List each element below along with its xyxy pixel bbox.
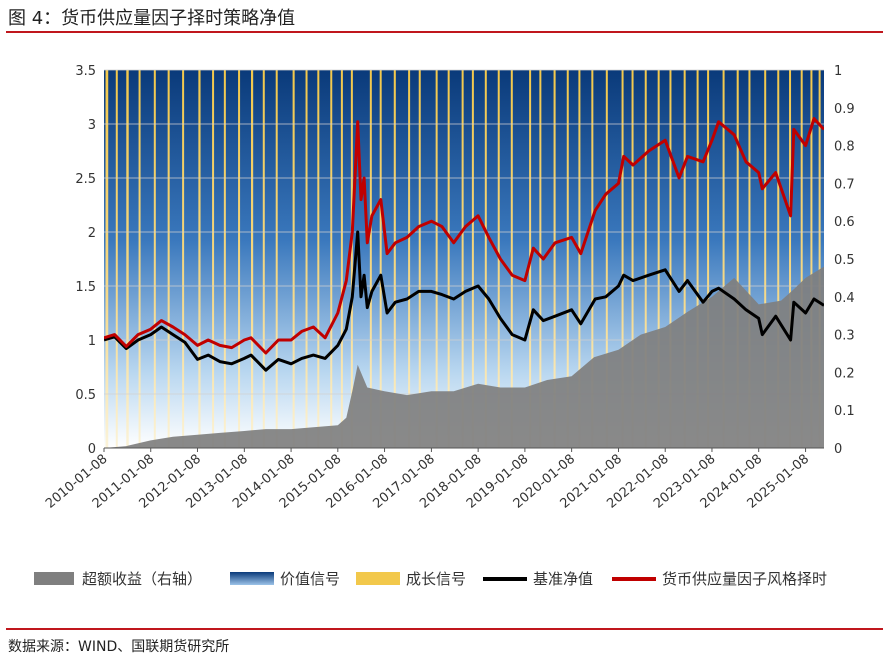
y-left-tick-label: 0 [88, 442, 96, 457]
growth-signal-band [105, 70, 109, 448]
growth-signal-band [736, 70, 739, 448]
growth-signal-band [810, 70, 813, 448]
footer-divider [6, 628, 883, 630]
growth-signal-band [138, 70, 141, 448]
growth-signal-band [800, 70, 803, 448]
growth-signal-band [657, 70, 660, 448]
growth-signal-band [447, 70, 450, 448]
y-left-tick-label: 1 [88, 334, 96, 349]
y-right-tick-label: 1 [834, 64, 842, 79]
y-right-tick-label: 0.3 [834, 329, 855, 344]
legend: 超额收益（右轴） 价值信号 成长信号 基准净值 货币供应量因子风格择时 [34, 570, 827, 588]
growth-signal-band [275, 70, 278, 448]
growth-signal-band [393, 70, 396, 448]
growth-signal-band [340, 70, 343, 448]
growth-signal-band [553, 70, 556, 448]
growth-signal-band [631, 70, 634, 448]
growth-signal-band [748, 70, 751, 448]
nav-lines-layer [104, 117, 824, 372]
y-left-tick-label: 3 [88, 118, 96, 133]
y-right-tick-label: 0 [834, 442, 842, 457]
growth-signal-band [707, 70, 710, 448]
y-right-tick-label: 0.5 [834, 253, 855, 268]
growth-signal-band [292, 70, 295, 448]
growth-signal-band [722, 70, 725, 448]
y-left-tick-label: 1.5 [75, 280, 96, 295]
y-right-tick-label: 0.8 [834, 140, 855, 155]
growth-signal-band [182, 70, 185, 448]
left-axis: 0 0.5 1 1.5 2 2.5 3 3.5 [75, 64, 96, 457]
growth-signal-band [621, 70, 624, 448]
legend-swatch-excess [34, 572, 74, 585]
growth-signal-band [683, 70, 686, 448]
y-right-tick-label: 0.4 [834, 291, 855, 306]
growth-signal-band [777, 70, 780, 448]
growth-signal-band [435, 70, 438, 448]
growth-signal-band [408, 70, 411, 448]
legend-swatch-growth [356, 572, 400, 585]
growth-signal-band [418, 70, 421, 448]
y-right-tick-label: 0.2 [834, 366, 855, 381]
growth-signal-band [669, 70, 672, 448]
growth-signal-band [818, 70, 821, 448]
growth-signal-band [115, 70, 118, 448]
growth-signal-band [471, 70, 474, 448]
growth-signal-band [605, 70, 608, 448]
legend-swatch-value [230, 572, 274, 585]
legend-label-benchmark: 基准净值 [533, 570, 593, 588]
growth-signal-band [250, 70, 254, 448]
source-note: 数据来源：WIND、国联期货研究所 [8, 639, 230, 655]
legend-label-strategy: 货币供应量因子风格择时 [662, 570, 827, 588]
growth-signal-band [484, 70, 487, 448]
y-right-tick-label: 0.1 [834, 404, 855, 419]
growth-signal-band [350, 70, 353, 448]
growth-signal-band [369, 70, 372, 448]
y-right-tick-label: 0.7 [834, 177, 855, 192]
growth-signal-band [789, 70, 792, 448]
y-left-tick-label: 2.5 [75, 172, 96, 187]
growth-signal-band [317, 70, 320, 448]
growth-signal-band [461, 70, 464, 448]
growth-signal-band [330, 70, 333, 448]
y-left-tick-label: 0.5 [75, 388, 96, 403]
x-axis: 2010-01-082011-01-082012-01-082013-01-08… [43, 448, 812, 512]
strategy-nav-chart: 00.511.522.533.5 00.10.20.30.40.50.60.70… [34, 64, 855, 588]
growth-signal-band [510, 70, 513, 448]
growth-signal-band [566, 70, 569, 448]
growth-signal-band [223, 70, 226, 448]
y-left-tick-label: 3.5 [75, 64, 96, 79]
page-title: 图 4：货币供应量因子择时策略净值 [8, 8, 296, 29]
legend-label-excess: 超额收益（右轴） [82, 570, 202, 588]
growth-signal-band [591, 70, 594, 448]
growth-signal-band [238, 70, 241, 448]
excess-return-layer [104, 266, 824, 448]
growth-signal-band [305, 70, 308, 448]
growth-signal-band [153, 70, 156, 448]
y-right-tick-label: 0.9 [834, 102, 855, 117]
benchmark-nav-line [104, 230, 824, 372]
y-left-tick-label: 2 [88, 226, 96, 241]
growth-signal-band [578, 70, 581, 448]
y-right-tick-label: 0.6 [834, 215, 855, 230]
growth-signal-band [644, 70, 647, 448]
legend-label-value: 价值信号 [280, 570, 340, 588]
growth-signal-band [379, 70, 382, 448]
growth-signal-band [696, 70, 699, 448]
growth-signal-band [126, 70, 129, 448]
title-divider [6, 31, 883, 33]
growth-signal-band [764, 70, 767, 448]
right-axis: 0 0.1 0.2 0.3 0.4 0.5 0.6 0.7 0.8 0.9 1 [834, 64, 855, 457]
growth-signal-band [212, 70, 215, 448]
growth-signal-band [167, 70, 170, 448]
legend-label-growth: 成长信号 [406, 570, 466, 588]
excess-return-area [104, 266, 824, 448]
growth-signal-band [539, 70, 542, 448]
strategy-nav-line [104, 117, 824, 355]
growth-signal-band [262, 70, 265, 448]
growth-signal-band [198, 70, 201, 448]
